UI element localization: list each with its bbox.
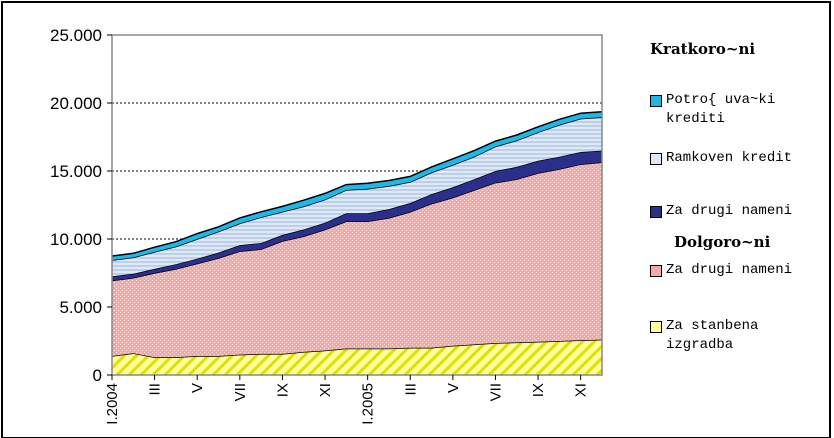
x-tick-label: III: [147, 383, 164, 396]
y-tick-label: 10.000: [50, 230, 102, 249]
legend-item-housing: Za stanbena izgradba: [650, 317, 816, 355]
legend-heading-long-term: Dolgoro~ni: [674, 233, 771, 251]
y-axis: 0 5.000 10.000 15.000 20.000 25.000: [50, 26, 112, 385]
x-tick-label: IX: [530, 383, 547, 397]
area-long-other: [112, 162, 602, 358]
x-tick-label: I.2004: [104, 383, 121, 425]
y-tick-label: 0: [93, 366, 102, 385]
legend-heading-short-term: Kratkoro~ni: [650, 40, 756, 58]
y-tick-label: 20.000: [50, 94, 102, 113]
x-tick-label: XI: [317, 383, 334, 397]
area-consumer-loans-edge: [112, 111, 602, 257]
x-tick-label: V: [189, 383, 206, 393]
consumer-loans-swatch: [650, 95, 662, 107]
legend-label: Potro{ uva~ki krediti: [666, 92, 776, 127]
short-other-swatch: [650, 206, 662, 218]
x-tick-label: IX: [274, 383, 291, 397]
legend-item-framework-credit: Ramkoven kredit: [650, 149, 816, 168]
x-axis: I.2004 III V VII IX XI I.2005 III V VII IX XI: [104, 375, 590, 425]
plot-border: [111, 34, 603, 376]
x-tick-label: I.2005: [360, 383, 377, 425]
legend-label: Za drugi nameni: [666, 262, 793, 278]
framework-credit-swatch: [650, 153, 662, 165]
legend-label: Ramkoven kredit: [666, 150, 793, 166]
legend-label: Za stanbena izgradba: [666, 318, 759, 353]
area-housing: [112, 339, 602, 375]
y-tick-label: 15.000: [50, 162, 102, 181]
area-framework-credit: [112, 117, 602, 277]
x-tick-label: III: [402, 383, 419, 396]
y-tick-label: 5.000: [59, 298, 102, 317]
y-tick-label: 25.000: [50, 26, 102, 45]
long-other-swatch: [650, 265, 662, 277]
legend-label: Za drugi nameni: [666, 203, 793, 219]
legend-item-consumer-loans: Potro{ uva~ki krediti: [650, 91, 816, 129]
legend-item-long-other: Za drugi nameni: [650, 261, 816, 280]
x-tick-label: VII: [232, 383, 249, 401]
legend-item-short-other: Za drugi nameni: [650, 202, 816, 221]
x-tick-label: V: [445, 383, 462, 393]
housing-swatch: [650, 321, 662, 333]
x-tick-label: XI: [573, 383, 590, 397]
x-tick-label: VII: [487, 383, 504, 401]
series-areas: [112, 111, 602, 375]
area-short-other: [112, 150, 602, 281]
